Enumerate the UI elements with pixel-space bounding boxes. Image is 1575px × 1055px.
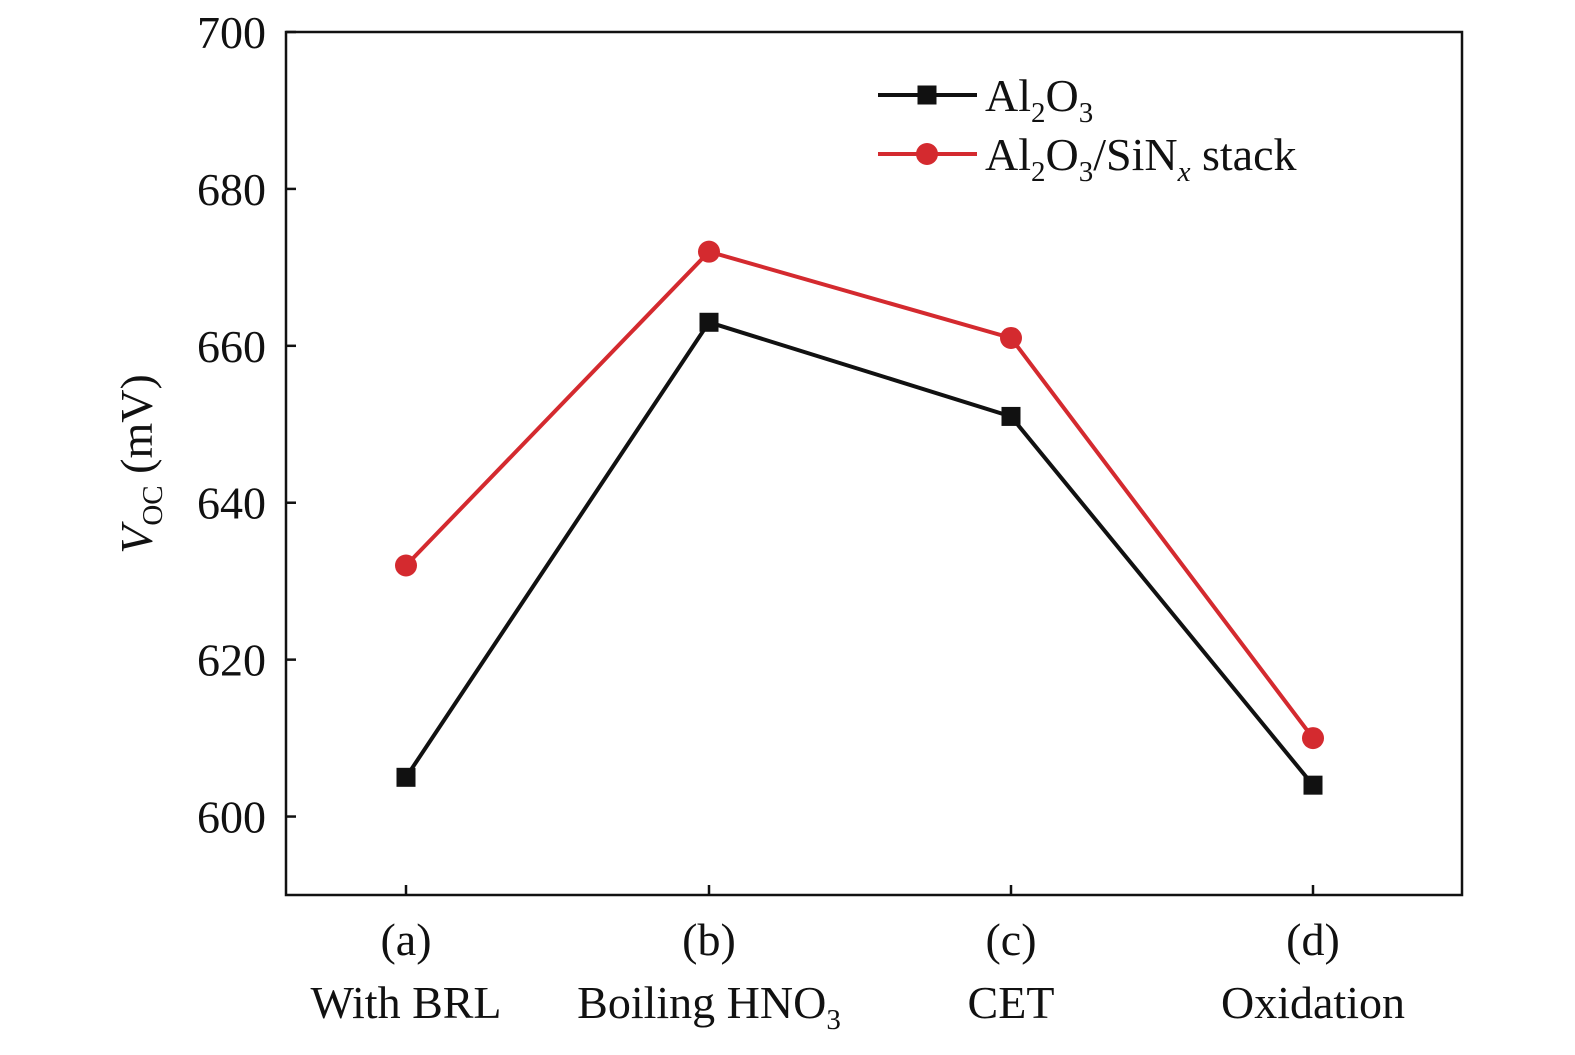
data-point xyxy=(698,240,720,263)
x-axis-ticks: (a) With BRL (b) Boiling HNO3 (c) CET (d) Oxida… xyxy=(310,885,1405,1036)
y-axis-label-unit: (mV) xyxy=(111,374,162,485)
plot-frame xyxy=(284,30,1464,897)
series-line xyxy=(404,249,1315,740)
legend-marker xyxy=(917,85,937,105)
y-tick-label: 640 xyxy=(197,478,266,529)
y-axis-label: VOC (mV) xyxy=(111,374,169,554)
x-tick-letter: (a) xyxy=(380,914,431,965)
x-tick-letter: (d) xyxy=(1286,914,1340,965)
x-tick-label: CET xyxy=(968,977,1055,1028)
y-tick-label: 600 xyxy=(197,792,266,843)
y-tick-label: 700 xyxy=(197,7,266,58)
y-axis-label-symbol: V xyxy=(111,521,162,554)
y-tick-label: 620 xyxy=(197,635,266,686)
y-axis-label-subscript: OC xyxy=(137,485,169,525)
y-tick-label: 680 xyxy=(197,164,266,215)
data-point xyxy=(699,312,719,332)
x-tick-letter: (c) xyxy=(985,914,1036,965)
data-point xyxy=(1001,406,1021,426)
series-layer xyxy=(395,240,1324,795)
data-point xyxy=(1000,326,1022,349)
y-axis-ticks: 600 620 640 660 680 700 xyxy=(197,7,296,843)
legend-label: Al2O3/SiNx stack xyxy=(985,129,1297,188)
x-tick-label: Boiling HNO3 xyxy=(577,977,841,1036)
series-line xyxy=(404,319,1315,787)
data-point xyxy=(395,554,417,577)
x-tick-label: Oxidation xyxy=(1221,977,1405,1028)
legend-label: Al2O3 xyxy=(985,70,1093,129)
data-point xyxy=(1302,727,1324,750)
x-tick-label: With BRL xyxy=(310,977,501,1028)
y-tick-label: 660 xyxy=(197,321,266,372)
data-point xyxy=(396,767,416,787)
legend-marker xyxy=(916,143,938,165)
data-point xyxy=(1303,775,1323,795)
x-tick-letter: (b) xyxy=(682,914,736,965)
